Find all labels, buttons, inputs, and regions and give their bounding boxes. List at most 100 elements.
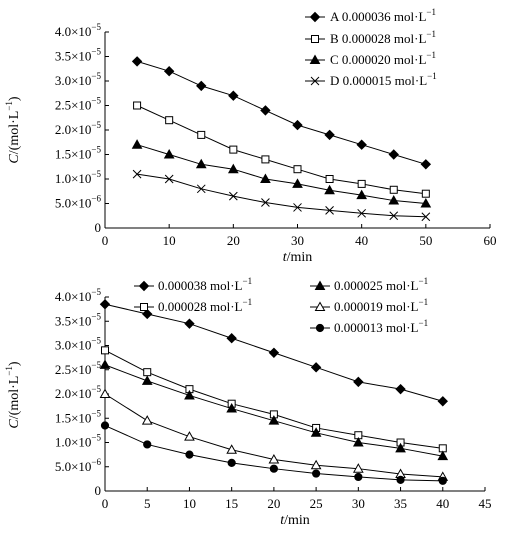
y-tick-label: 1.5×10−5 bbox=[55, 408, 102, 425]
legend-label: A 0.000036 mol·L−1 bbox=[330, 7, 436, 24]
data-point bbox=[100, 421, 110, 430]
data-point bbox=[353, 376, 364, 388]
y-tick-label: 3.5×10−5 bbox=[55, 311, 102, 328]
data-point bbox=[229, 145, 238, 154]
legend-marker bbox=[311, 35, 319, 43]
legend-entry: 0.000019 mol·L−1 bbox=[310, 297, 428, 314]
series-line bbox=[136, 60, 426, 165]
data-point bbox=[268, 453, 280, 464]
data-point bbox=[354, 472, 363, 482]
legend-entry: 0.000025 mol·L−1 bbox=[310, 276, 428, 293]
data-point bbox=[195, 158, 207, 169]
y-tick-label: 5.0×10−6 bbox=[55, 457, 102, 474]
x-tick-label: 0 bbox=[102, 233, 109, 248]
y-tick-label: 1.0×10−5 bbox=[55, 169, 102, 186]
x-axis-label: t/min bbox=[280, 513, 310, 528]
y-axis-label: C/(mol·L−1) bbox=[4, 361, 22, 428]
data-point bbox=[293, 165, 302, 174]
series-3 bbox=[99, 388, 449, 481]
data-point bbox=[292, 119, 303, 131]
y-tick-label: 1.5×10−5 bbox=[55, 145, 102, 162]
data-point bbox=[163, 65, 175, 77]
data-point bbox=[352, 436, 364, 447]
data-point bbox=[228, 191, 238, 201]
legend-marker bbox=[140, 303, 148, 311]
x-tick-label: 25 bbox=[310, 496, 323, 511]
series-1 bbox=[133, 101, 430, 198]
series-0 bbox=[99, 299, 448, 407]
legend-marker bbox=[315, 323, 325, 333]
data-point bbox=[388, 149, 399, 160]
y-tick-label: 3.0×10−5 bbox=[55, 336, 102, 353]
data-point bbox=[352, 463, 364, 473]
legend-label: B 0.000028 mol·L−1 bbox=[330, 29, 436, 46]
y-axis-label: C/(mol·L−1) bbox=[4, 96, 22, 163]
data-point bbox=[421, 212, 431, 222]
data-point bbox=[142, 308, 153, 320]
legend-entry: D 0.000015 mol·L−1 bbox=[305, 71, 437, 88]
y-tick-label: 4.0×10−5 bbox=[55, 22, 102, 39]
legend-marker bbox=[310, 76, 320, 86]
x-tick-label: 10 bbox=[163, 233, 176, 248]
y-tick-label: 2.0×10−5 bbox=[55, 120, 102, 137]
data-point bbox=[438, 476, 447, 485]
y-tick-label: 0 bbox=[95, 220, 102, 235]
data-point bbox=[227, 458, 236, 467]
data-point bbox=[437, 450, 449, 461]
data-point bbox=[143, 440, 152, 449]
legend-entry: 0.000038 mol·L−1 bbox=[134, 276, 252, 293]
data-point bbox=[99, 359, 111, 369]
data-point bbox=[325, 206, 334, 215]
data-point bbox=[196, 184, 206, 194]
x-tick-label: 35 bbox=[394, 496, 407, 511]
data-point bbox=[184, 431, 195, 441]
legend-label: 0.000013 mol·L−1 bbox=[334, 318, 428, 335]
data-point bbox=[99, 299, 111, 310]
legend-entry: A 0.000036 mol·L−1 bbox=[305, 7, 436, 24]
series-4 bbox=[100, 421, 447, 485]
data-point bbox=[165, 116, 174, 125]
data-point bbox=[293, 203, 302, 212]
y-tick-label: 2.0×10−5 bbox=[55, 384, 102, 401]
data-point bbox=[141, 415, 153, 425]
data-point bbox=[101, 346, 109, 355]
data-point bbox=[356, 139, 367, 150]
data-point bbox=[226, 333, 237, 344]
x-tick-label: 15 bbox=[225, 496, 238, 511]
series-3 bbox=[132, 169, 431, 222]
x-tick-label: 30 bbox=[291, 233, 304, 248]
legend-marker bbox=[314, 301, 326, 311]
series-line bbox=[104, 349, 443, 449]
series-line bbox=[136, 105, 426, 195]
data-point bbox=[141, 375, 153, 385]
legend-label: 0.000028 mol·L−1 bbox=[158, 297, 252, 314]
data-point bbox=[184, 389, 195, 400]
x-tick-label: 30 bbox=[352, 496, 365, 511]
series-1 bbox=[101, 346, 447, 453]
series-2 bbox=[99, 359, 449, 461]
legend-label: 0.000019 mol·L−1 bbox=[334, 297, 428, 314]
y-tick-label: 0 bbox=[95, 483, 102, 498]
legend-marker bbox=[314, 280, 326, 290]
series-line bbox=[136, 144, 426, 204]
series-0 bbox=[131, 56, 432, 170]
legend-label: C 0.000020 mol·L−1 bbox=[330, 50, 436, 67]
data-point bbox=[143, 368, 152, 377]
legend-entry: 0.000028 mol·L−1 bbox=[134, 297, 252, 314]
y-tick-label: 3.0×10−5 bbox=[55, 71, 102, 88]
data-point bbox=[261, 155, 270, 164]
data-point bbox=[389, 185, 398, 194]
data-point bbox=[356, 189, 368, 200]
data-point bbox=[164, 174, 174, 184]
legend-entry: B 0.000028 mol·L−1 bbox=[305, 29, 436, 46]
data-point bbox=[357, 208, 367, 218]
legend-label: D 0.000015 mol·L−1 bbox=[330, 71, 437, 88]
chart-top: 0 10 20 30 40 50 60 0 5.0×10−6 1.0×10−5 1.5×10−5 2.… bbox=[4, 7, 497, 265]
data-point bbox=[396, 475, 405, 484]
x-tick-label: 40 bbox=[355, 233, 368, 248]
data-point bbox=[227, 163, 239, 174]
data-point bbox=[324, 184, 335, 195]
data-point bbox=[197, 130, 206, 139]
data-point bbox=[325, 175, 334, 183]
